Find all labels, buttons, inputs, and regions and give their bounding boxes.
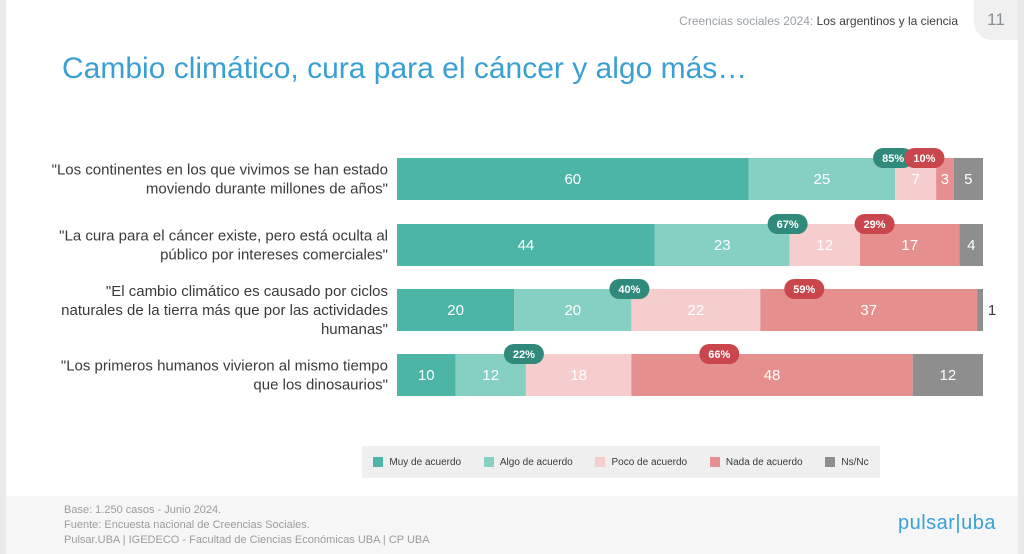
data-label: 12 — [816, 237, 833, 254]
bar-row: "Los primeros humanos vivieron al mismo … — [61, 344, 983, 396]
data-label: 60 — [564, 171, 581, 188]
data-label: 22 — [688, 302, 705, 319]
data-label: 4 — [967, 237, 975, 254]
bar-segment — [397, 158, 749, 200]
statement-label: "El cambio climático es causado por cicl… — [106, 283, 388, 300]
statement-label: "La cura para el cáncer existe, pero est… — [59, 228, 388, 245]
bar-segment — [936, 158, 954, 200]
statement-label: público por intereses comerciales" — [160, 247, 388, 264]
statement-label: "Los continentes en los que vivimos se h… — [52, 162, 388, 179]
legend-label: Algo de acuerdo — [499, 456, 573, 468]
statement-label: naturales de la tierra más que por las a… — [61, 302, 388, 319]
agree-total-badge — [503, 344, 544, 364]
data-label: 17 — [901, 237, 918, 254]
legend-label: Ns/Nc — [841, 456, 869, 468]
data-label: 20 — [564, 302, 581, 319]
agree-total-label: 85% — [882, 153, 904, 165]
disagree-total-badge — [784, 279, 825, 299]
report-series: Creencias sociales 2024: — [679, 14, 817, 28]
data-label: 12 — [939, 367, 956, 384]
slide: Creencias sociales 2024: Los argentinos … — [6, 0, 1018, 554]
chart-legend: Muy de acuerdo Algo de acuerdo Poco de acu… — [362, 446, 880, 478]
statement-label: moviendo durante millones de años" — [146, 181, 388, 198]
bar-segment — [397, 354, 456, 396]
statement-label: "Los primeros humanos vivieron al mismo … — [61, 358, 388, 375]
agree-total-label: 67% — [777, 219, 799, 231]
agree-total-badge — [609, 279, 650, 299]
data-label: 20 — [447, 302, 464, 319]
bar-segment — [977, 289, 983, 331]
disagree-total-badge — [699, 344, 740, 364]
data-label: 7 — [911, 171, 919, 188]
bar-segment — [912, 354, 983, 396]
footer-note-base: Base: 1.250 casos - Junio 2024. — [64, 504, 222, 516]
bar-segment — [514, 289, 632, 331]
footer-note-credits: Pulsar.UBA | IGEDECO - Facultad de Cienc… — [64, 534, 430, 546]
agree-total-label: 40% — [618, 284, 640, 296]
legend-label: Nada de acuerdo — [725, 456, 803, 468]
disagree-total-label: 66% — [708, 349, 730, 361]
statement-label: humanas" — [321, 321, 388, 338]
disagree-total-label: 29% — [864, 219, 886, 231]
legend-item: Muy de acuerdo — [373, 457, 461, 468]
bar-row: "El cambio climático es causado por cicl… — [61, 279, 996, 338]
data-label: 3 — [941, 171, 949, 188]
bar-row: "La cura para el cáncer existe, pero est… — [59, 214, 983, 266]
data-label: 12 — [482, 367, 499, 384]
disagree-total-badge — [854, 214, 895, 234]
disagree-total-label: 10% — [913, 153, 935, 165]
legend-label: Poco de acuerdo — [611, 456, 688, 468]
bar-segment — [397, 289, 515, 331]
legend-swatch — [373, 457, 384, 467]
statement-label: que los dinosaurios" — [253, 377, 388, 394]
data-label: 37 — [860, 302, 877, 319]
disagree-total-label: 59% — [793, 284, 815, 296]
bar-segment — [953, 158, 983, 200]
bar-segment — [748, 158, 896, 200]
bar-row: "Los continentes en los que vivimos se h… — [52, 148, 983, 200]
data-label: 10 — [418, 367, 435, 384]
legend-swatch — [825, 457, 836, 467]
legend-swatch — [709, 457, 720, 467]
report-topic: Los argentinos y la ciencia — [816, 14, 958, 28]
bar-segment — [397, 224, 655, 266]
legend-swatch — [483, 457, 494, 467]
bar-segment — [525, 354, 632, 396]
legend-swatch — [595, 457, 606, 467]
data-label: 1 — [988, 302, 996, 319]
page-number: 11 — [974, 0, 1018, 40]
legend-item: Algo de acuerdo — [483, 456, 573, 468]
legend-item: Poco de acuerdo — [595, 457, 687, 468]
bar-segment — [959, 224, 983, 266]
bar-segment — [631, 289, 761, 331]
agree-total-label: 22% — [513, 349, 535, 361]
data-label: 25 — [814, 171, 831, 188]
data-label: 44 — [518, 237, 535, 254]
disagree-total-badge — [904, 148, 945, 168]
page-title: Cambio climático, cura para el cáncer y … — [62, 52, 748, 85]
data-label: 5 — [964, 171, 972, 188]
footer-note-source: Fuente: Encuesta nacional de Creencias S… — [64, 519, 310, 531]
agree-total-badge — [873, 148, 914, 168]
legend-item: Ns/Nc — [825, 456, 869, 468]
data-label: 48 — [764, 367, 781, 384]
legend-item: Nada de acuerdo — [709, 456, 803, 468]
footer-notes: Base: 1.250 casos - Junio 2024. Fuente: … — [64, 503, 430, 548]
bar-segment — [654, 224, 790, 266]
bar-segment — [631, 354, 913, 396]
agree-total-badge — [767, 214, 808, 234]
brand-logo: pulsar|uba — [897, 512, 996, 534]
data-label: 23 — [714, 237, 731, 254]
legend-label: Muy de acuerdo — [389, 456, 462, 468]
footer: Base: 1.250 casos - Junio 2024. Fuente: … — [6, 496, 1018, 554]
data-label: 18 — [570, 367, 587, 384]
report-header: Creencias sociales 2024: Los argentinos … — [679, 14, 958, 28]
